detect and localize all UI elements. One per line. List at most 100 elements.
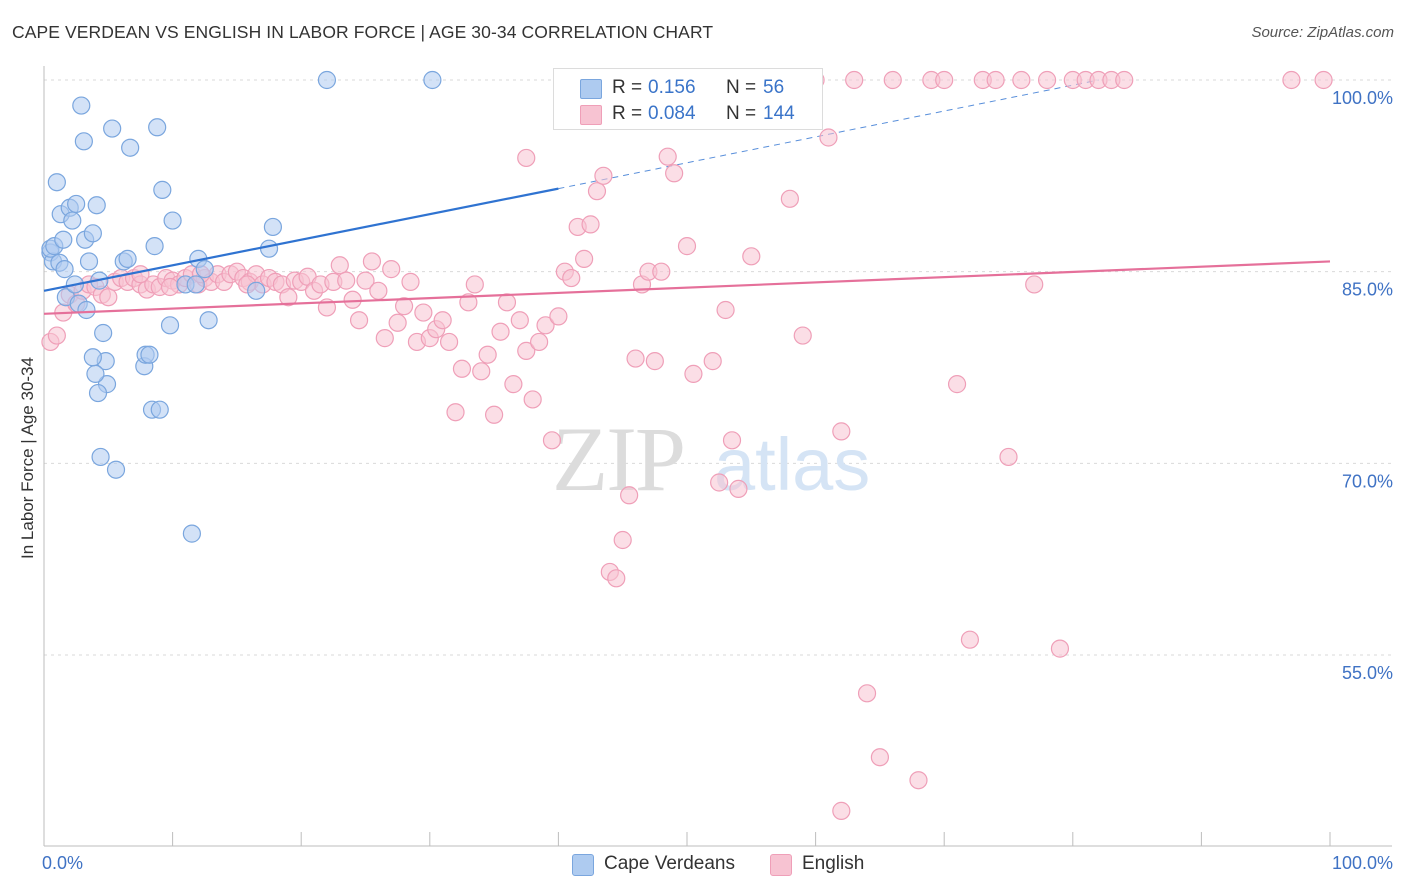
english-point <box>497 293 517 312</box>
cape-verdean-trend-line <box>43 187 559 292</box>
english-point <box>684 364 703 383</box>
english-point <box>472 362 491 381</box>
english-point <box>1115 70 1134 90</box>
cape-verdeans-point <box>263 217 283 237</box>
english-point <box>542 431 562 450</box>
english-point <box>1282 70 1301 90</box>
english-point <box>845 70 864 90</box>
english-point <box>652 262 671 281</box>
cape-verdeans-point <box>74 132 93 151</box>
cape-verdeans-point <box>87 196 106 215</box>
cape-verdeans-point <box>79 252 99 271</box>
stats-swatch-blue <box>580 79 602 99</box>
data-points <box>41 70 1333 820</box>
english-point <box>401 272 420 291</box>
cape-verdeans-point <box>121 138 140 157</box>
english-point <box>722 431 742 450</box>
stats-n-label: N = <box>726 77 757 98</box>
english-point <box>99 288 118 307</box>
cape-verdeans-point <box>317 70 337 90</box>
english-point <box>581 215 600 234</box>
cape-verdeans-point <box>153 180 172 199</box>
chart-title: CAPE VERDEAN VS ENGLISH IN LABOR FORCE |… <box>12 22 714 42</box>
cape-verdeans-point <box>423 70 442 90</box>
english-point <box>439 332 459 352</box>
english-point <box>452 359 472 378</box>
cape-verdeans-point <box>88 383 108 403</box>
english-point <box>613 530 632 550</box>
cape-verdeans-point <box>148 118 167 137</box>
english-point <box>356 271 375 290</box>
cape-verdeans-point <box>86 364 105 383</box>
english-point <box>131 265 150 284</box>
english-point <box>1012 70 1031 90</box>
stats-r-label: R = <box>612 103 643 124</box>
axes <box>43 66 1392 847</box>
english-point <box>510 311 529 330</box>
english-point <box>909 771 928 790</box>
cape-verdeans-point <box>182 524 201 543</box>
english-point <box>729 479 748 498</box>
y-tick-label: 100.0% <box>1332 88 1393 108</box>
trend-lines <box>43 187 1331 315</box>
english-point <box>414 303 433 322</box>
english-point <box>433 311 452 330</box>
y-tick-label: 85.0% <box>1342 280 1393 300</box>
english-trend-line <box>43 260 1331 315</box>
stats-n-value: 56 <box>763 77 785 98</box>
english-point <box>883 70 902 90</box>
cape-verdeans-point <box>150 400 169 419</box>
cape-verdeans-point <box>91 447 110 467</box>
cape-verdeans-point <box>247 281 266 300</box>
english-point <box>575 249 594 268</box>
english-point <box>394 297 414 316</box>
english-point <box>645 352 664 371</box>
stats-r-value: 0.084 <box>648 103 696 124</box>
stats-row-english: R = 0.084 N = 144 <box>554 101 822 127</box>
english-point <box>523 390 542 409</box>
english-point <box>999 447 1018 467</box>
english-point <box>485 405 504 424</box>
english-point <box>517 341 536 360</box>
english-point <box>349 311 369 330</box>
english-point <box>337 271 356 290</box>
stats-row-cape-verdeans: R = 0.156 N = 56 <box>554 75 822 101</box>
english-point <box>665 164 684 183</box>
cape-verdeans-point <box>186 275 205 294</box>
english-point <box>504 375 523 394</box>
cape-verdeans-point <box>259 239 279 258</box>
english-point <box>536 316 555 335</box>
tick-labels: 100.0% 85.0% 70.0% 55.0% 0.0% 100.0% <box>42 88 1393 873</box>
english-point <box>710 473 729 492</box>
cape-verdeans-point <box>195 260 214 279</box>
stats-r-label: R = <box>612 77 643 98</box>
english-point <box>677 237 697 256</box>
source-label: Source: ZipAtlas.com <box>1251 24 1394 41</box>
x-tick-label: 0.0% <box>42 853 83 873</box>
english-point <box>960 630 980 649</box>
cape-verdeans-point <box>118 249 137 268</box>
stats-swatch-pink <box>580 105 602 125</box>
english-point <box>1050 639 1070 658</box>
english-point <box>780 189 799 208</box>
watermark-zip: ZIP <box>552 408 684 510</box>
english-point <box>478 345 497 364</box>
y-tick-label: 70.0% <box>1342 471 1393 491</box>
english-point <box>857 684 877 703</box>
english-point <box>375 329 394 348</box>
english-point <box>620 486 639 505</box>
stats-n-value: 144 <box>763 103 795 124</box>
english-point <box>530 332 549 352</box>
legend-label: English <box>802 853 865 874</box>
english-point <box>832 422 851 441</box>
legend-label: Cape Verdeans <box>604 853 735 874</box>
english-point <box>562 268 581 288</box>
cape-verdeans-point <box>83 348 102 367</box>
y-axis-label: In Labor Force | Age 30-34 <box>18 357 37 559</box>
cape-verdeans-point <box>77 300 96 320</box>
english-point <box>832 801 851 820</box>
y-tick-label: 55.0% <box>1342 663 1393 683</box>
english-point <box>369 281 388 300</box>
english-point <box>703 352 722 371</box>
